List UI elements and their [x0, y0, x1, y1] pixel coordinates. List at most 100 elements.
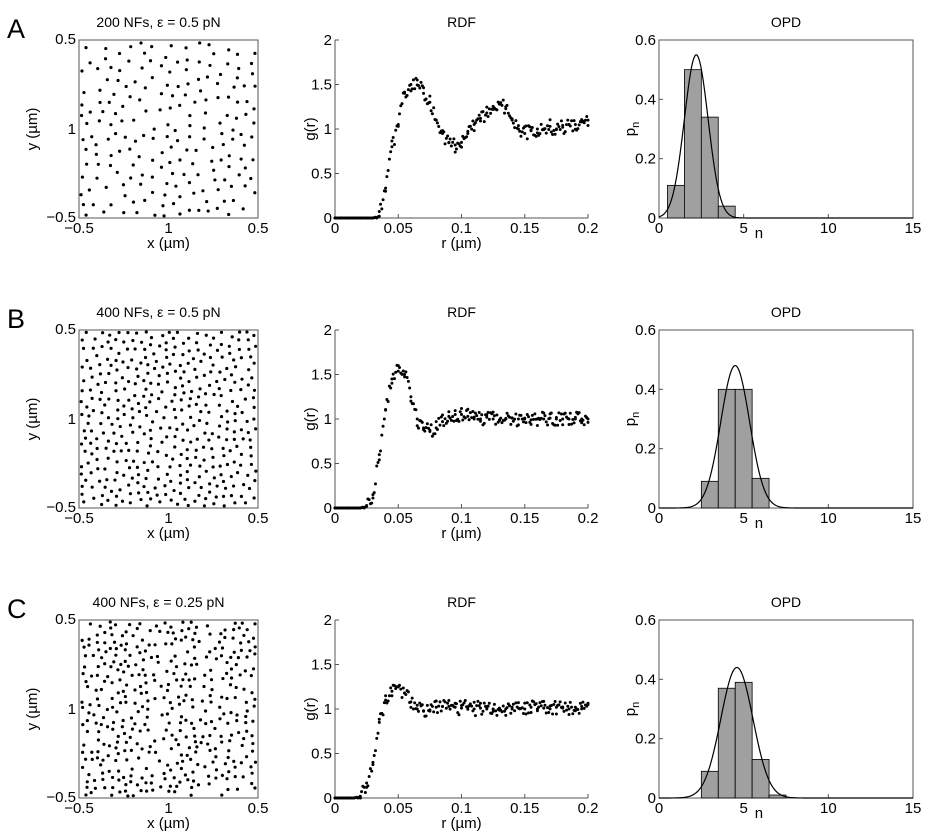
point — [96, 67, 100, 71]
rdf-point — [491, 410, 495, 414]
rdf-point — [411, 402, 415, 406]
point — [106, 456, 110, 460]
point — [194, 750, 198, 754]
point — [158, 629, 162, 634]
point — [156, 477, 161, 481]
rdf-data-point — [409, 395, 413, 399]
rdf-point — [514, 412, 518, 416]
point — [203, 431, 207, 435]
rdf-point — [501, 704, 505, 708]
point — [186, 503, 190, 508]
point — [110, 633, 114, 637]
point — [185, 753, 189, 757]
point — [197, 208, 201, 212]
point — [98, 88, 102, 92]
point — [237, 626, 241, 630]
point — [103, 485, 107, 489]
rdf-data-point — [561, 706, 565, 710]
rdf-data-point — [396, 685, 400, 689]
point — [183, 773, 188, 777]
point — [232, 358, 236, 362]
rdf-point — [571, 129, 575, 133]
point — [200, 699, 204, 703]
bar — [700, 770, 719, 799]
point — [96, 467, 100, 471]
point — [177, 702, 182, 706]
point — [165, 688, 170, 693]
rdf-point — [501, 98, 505, 102]
rdf-point — [509, 711, 513, 715]
point — [168, 784, 172, 788]
point — [152, 673, 156, 677]
rdf-point — [525, 701, 529, 705]
point — [172, 488, 176, 493]
point — [191, 770, 195, 774]
point — [203, 392, 208, 396]
rdf-data-point — [497, 418, 501, 422]
rdf-point — [379, 202, 383, 206]
point — [88, 110, 92, 114]
rdf-point — [371, 496, 375, 500]
point — [149, 781, 153, 785]
point — [122, 211, 126, 215]
point — [83, 449, 87, 453]
plot-title: 400 NFs, ε = 0.25 pN — [93, 594, 225, 610]
point — [163, 621, 167, 625]
x-tick-label: −0.5 — [64, 220, 94, 237]
point — [175, 784, 179, 788]
point — [212, 52, 216, 56]
point — [106, 416, 111, 420]
rdf-point — [505, 411, 509, 415]
point — [179, 452, 183, 457]
point — [161, 334, 165, 338]
rdf-data-point — [548, 707, 552, 711]
point — [118, 149, 122, 153]
point — [220, 131, 224, 136]
rdf-point — [566, 704, 570, 708]
point — [115, 710, 119, 714]
point — [88, 622, 93, 626]
x-tick-label: 5 — [739, 510, 747, 527]
point — [197, 60, 201, 64]
point — [204, 469, 208, 473]
point — [120, 725, 124, 729]
point — [85, 785, 89, 789]
point — [148, 745, 152, 749]
point — [219, 330, 224, 334]
x-tick-label: 0.05 — [384, 510, 413, 527]
point — [94, 143, 98, 147]
point — [251, 741, 255, 746]
point — [129, 176, 133, 180]
point — [232, 759, 236, 764]
point — [109, 123, 113, 127]
point — [197, 493, 201, 498]
point — [150, 420, 155, 424]
point — [116, 769, 121, 773]
point — [236, 656, 240, 660]
point — [136, 473, 141, 477]
rdf-data-point — [510, 416, 514, 420]
point — [107, 744, 112, 748]
point — [178, 473, 183, 477]
point — [118, 678, 122, 682]
rdf-data-point — [478, 417, 482, 421]
point — [249, 454, 253, 458]
point — [151, 158, 155, 162]
rdf-point — [564, 708, 568, 712]
point — [253, 84, 257, 88]
point — [171, 352, 176, 357]
point — [169, 145, 173, 149]
point — [214, 755, 218, 759]
point — [162, 214, 166, 218]
point — [234, 662, 238, 667]
rdf-point — [430, 704, 434, 708]
rdf-point — [433, 432, 437, 436]
rdf-data-point — [377, 453, 381, 457]
point — [79, 442, 84, 446]
point — [249, 176, 253, 181]
point — [209, 370, 213, 374]
point — [184, 635, 188, 639]
point — [140, 776, 144, 780]
rdf-point — [392, 142, 396, 146]
point — [199, 485, 203, 490]
